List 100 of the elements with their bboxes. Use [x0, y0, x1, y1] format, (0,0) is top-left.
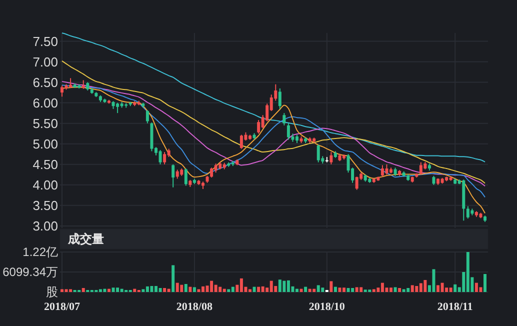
candlestick: [355, 176, 358, 190]
bar: [227, 289, 230, 292]
bar: [270, 280, 273, 292]
bar: [64, 289, 68, 292]
candlestick: [330, 152, 333, 165]
bar: [402, 289, 406, 292]
bar: [214, 284, 218, 292]
bar: [252, 286, 256, 292]
x-tick-label: 2018/07: [44, 301, 81, 313]
bar: [163, 288, 166, 292]
bar: [355, 287, 358, 292]
y-tick-label: 7.00: [32, 54, 58, 70]
bar: [240, 278, 243, 292]
bar: [474, 282, 478, 292]
bar: [304, 286, 308, 292]
bar: [380, 282, 384, 292]
bar: [210, 280, 214, 292]
bar: [98, 289, 102, 292]
bar: [231, 286, 234, 292]
bar: [338, 288, 342, 292]
bar: [282, 280, 286, 292]
candlestick: [419, 162, 422, 176]
bar: [449, 288, 452, 292]
bar: [103, 288, 106, 292]
candlestick: [466, 206, 470, 220]
bar: [360, 287, 363, 292]
candlestick: [158, 150, 162, 165]
x-tick-label: 2018/08: [176, 301, 213, 313]
bar: [410, 285, 414, 292]
bar: [184, 284, 188, 292]
bar: [415, 286, 418, 292]
bar: [146, 286, 149, 292]
bar: [261, 286, 264, 292]
y-tick-label: 3.00: [32, 218, 58, 234]
bar: [440, 282, 444, 292]
bar: [197, 289, 200, 292]
bar: [479, 287, 482, 292]
bar: [167, 288, 170, 292]
candlestick: [214, 163, 218, 174]
candlestick: [380, 164, 384, 178]
candlestick: [385, 164, 388, 176]
bar: [372, 289, 376, 292]
bar: [454, 284, 457, 292]
bar: [394, 287, 397, 292]
bar: [316, 285, 320, 292]
bar: [484, 274, 486, 292]
chart-title: 成交量: [67, 232, 104, 246]
y-tick-label: 4.00: [32, 177, 58, 192]
bar: [192, 287, 196, 292]
bar: [116, 288, 120, 292]
x-tick-label: 2018/10: [308, 301, 346, 313]
candlestick: [184, 168, 188, 186]
bar: [351, 288, 354, 292]
bar: [312, 288, 316, 292]
candlestick: [116, 102, 120, 114]
y-tick-label: 7.50: [32, 34, 58, 49]
line-series: [62, 60, 486, 184]
bar: [334, 286, 337, 292]
candlestick: [176, 169, 179, 180]
bar: [120, 288, 124, 292]
bar: [69, 289, 72, 292]
bar: [466, 252, 470, 292]
bar: [406, 288, 410, 292]
bar: [286, 280, 290, 292]
bar: [142, 289, 145, 292]
bar: [82, 288, 85, 292]
bar: [419, 283, 422, 292]
text: 1.22亿: [22, 245, 58, 260]
bar: [432, 269, 436, 292]
candlestick: [172, 164, 175, 188]
text: 股: [46, 285, 58, 300]
text: 6099.34万: [2, 265, 58, 280]
bar: [257, 286, 260, 292]
bar: [278, 280, 282, 292]
candlestick: [257, 120, 260, 134]
bar: [218, 286, 222, 292]
bar: [172, 265, 175, 292]
line-series: [62, 32, 486, 162]
bar: [321, 288, 324, 292]
candlestick: [210, 167, 214, 178]
bar: [108, 288, 110, 292]
candlestick: [69, 78, 72, 89]
bar: [133, 288, 136, 292]
y-tick-label: 4.50: [32, 156, 58, 172]
bar: [346, 288, 350, 292]
bar: [158, 288, 162, 292]
candlestick: [286, 122, 290, 140]
bar: [150, 286, 154, 292]
candlestick: [163, 152, 166, 165]
bar: [112, 288, 115, 292]
bar: [300, 288, 303, 292]
bar: [176, 282, 179, 292]
candlestick: [146, 110, 149, 124]
bar: [398, 288, 402, 292]
bar: [180, 284, 184, 292]
y-tick-label: 5.00: [32, 136, 58, 152]
y-tick-label: 6.00: [32, 95, 58, 110]
candlestick: [282, 112, 286, 126]
y-tick-label: 3.50: [32, 198, 58, 213]
bar: [308, 288, 312, 292]
